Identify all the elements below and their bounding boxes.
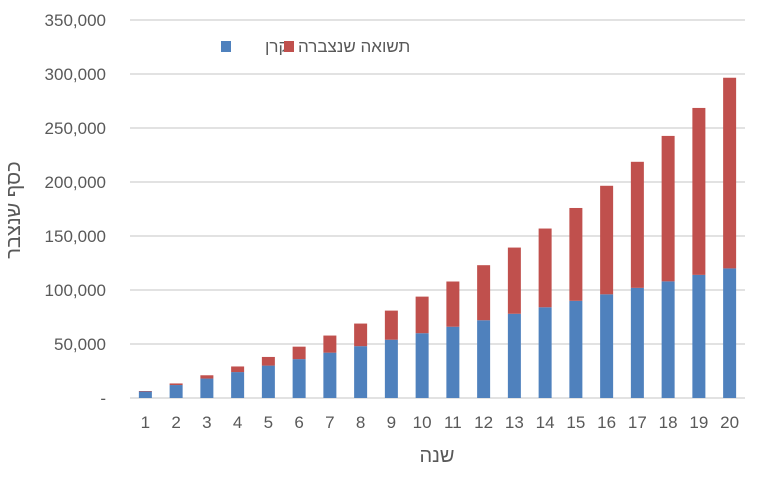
bar-return-9: [384, 310, 398, 340]
x-tick-label: 17: [628, 413, 647, 432]
bar-return-18: [661, 135, 675, 282]
y-tick-label: 200,000: [45, 173, 106, 192]
bar-principal-10: [415, 333, 429, 398]
legend-label-return: תשואה שנצברה: [298, 37, 410, 56]
bar-principal-11: [446, 326, 460, 398]
bar-principal-14: [538, 307, 552, 398]
bar-principal-4: [231, 372, 245, 398]
bar-principal-18: [661, 281, 675, 398]
bar-return-13: [507, 247, 521, 314]
bar-principal-13: [507, 313, 521, 398]
bar-return-11: [446, 281, 460, 327]
y-tick-label: 250,000: [45, 119, 106, 138]
bar-return-14: [538, 228, 552, 308]
x-tick-label: 19: [689, 413, 708, 432]
x-tick-label: 8: [356, 413, 365, 432]
bar-principal-2: [169, 385, 183, 398]
y-tick-label: -: [100, 389, 106, 408]
bar-principal-20: [723, 268, 737, 398]
bar-return-15: [569, 207, 583, 301]
bar-return-2: [169, 383, 183, 386]
x-tick-label: 5: [264, 413, 273, 432]
bar-return-12: [477, 265, 491, 321]
x-tick-label: 2: [171, 413, 180, 432]
bar-principal-5: [261, 365, 275, 398]
x-tick-label: 9: [387, 413, 396, 432]
x-tick-label: 4: [233, 413, 242, 432]
bar-return-5: [261, 356, 275, 366]
bar-principal-6: [292, 359, 306, 398]
bar-principal-19: [692, 274, 706, 398]
y-tick-label: 100,000: [45, 281, 106, 300]
bar-principal-9: [384, 339, 398, 398]
legend-swatch-return: [284, 41, 294, 52]
y-axis-label: כסף שנצבר: [3, 161, 25, 258]
legend-label-principal: קרן: [265, 37, 289, 56]
x-tick-label: 20: [720, 413, 739, 432]
x-tick-label: 14: [536, 413, 555, 432]
bar-principal-8: [354, 346, 368, 398]
x-tick-label: 18: [659, 413, 678, 432]
x-tick-label: 11: [444, 413, 462, 432]
bar-return-7: [323, 335, 337, 353]
bar-return-17: [630, 161, 644, 288]
legend-swatch-principal: [221, 41, 231, 52]
bar-return-1: [138, 391, 152, 392]
y-tick-label: 300,000: [45, 65, 106, 84]
x-tick-label: 3: [202, 413, 211, 432]
bar-principal-7: [323, 352, 337, 398]
bar-return-16: [600, 185, 614, 295]
bar-return-8: [354, 323, 368, 347]
bar-return-3: [200, 375, 214, 379]
bar-return-10: [415, 296, 429, 334]
bar-return-19: [692, 107, 706, 275]
bar-principal-12: [477, 320, 491, 398]
y-tick-label: 350,000: [45, 11, 106, 30]
bar-return-20: [723, 77, 737, 269]
bar-principal-3: [200, 378, 214, 398]
bar-return-4: [231, 366, 245, 373]
x-tick-label: 1: [141, 413, 150, 432]
y-tick-label: 150,000: [45, 227, 106, 246]
y-tick-label: 50,000: [54, 335, 106, 354]
x-tick-label: 7: [325, 413, 334, 432]
x-tick-label: 10: [413, 413, 432, 432]
x-tick-label: 15: [566, 413, 585, 432]
legend: קרן תשואה שנצברה: [221, 37, 410, 56]
x-tick-label: 13: [505, 413, 524, 432]
x-tick-label: 12: [474, 413, 493, 432]
x-axis-label: שנה: [419, 445, 454, 467]
bar-principal-1: [138, 391, 152, 398]
x-tick-label: 6: [294, 413, 303, 432]
x-tick-label: 16: [597, 413, 616, 432]
bar-principal-16: [600, 294, 614, 398]
bar-return-6: [292, 346, 306, 360]
bar-principal-15: [569, 300, 583, 398]
bar-principal-17: [630, 287, 644, 398]
